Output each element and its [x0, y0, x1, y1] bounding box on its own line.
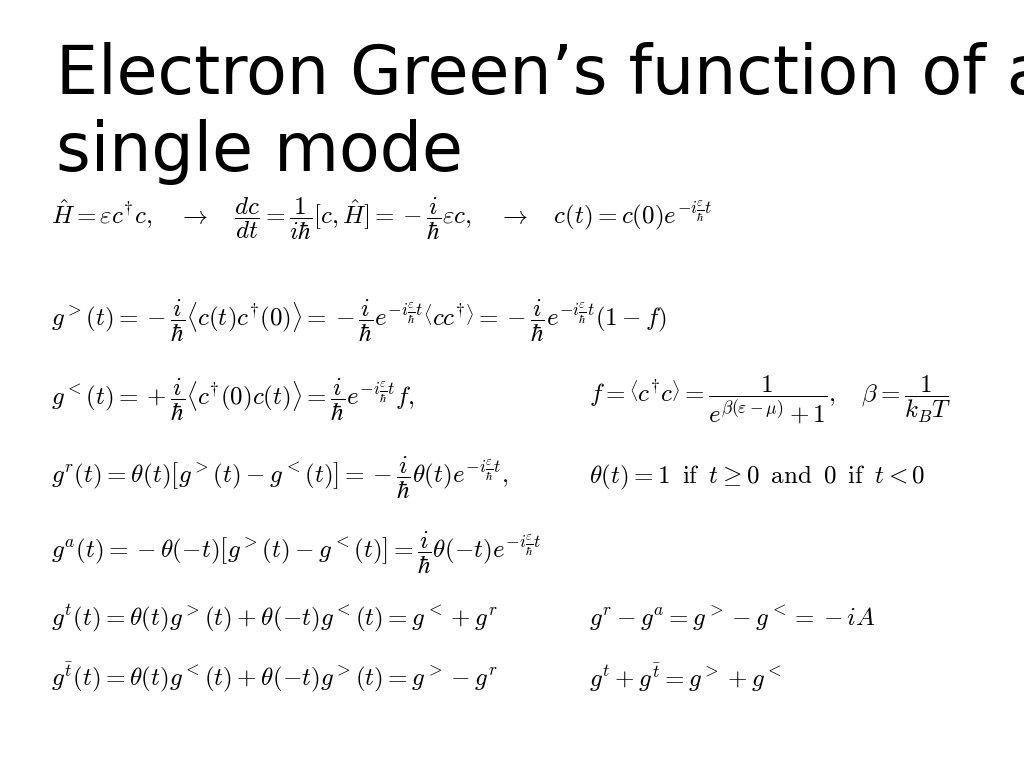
Text: $g^{>}(t) = -\dfrac{i}{\hbar}\left\langle c(t)c^{\dagger}(0)\right\rangle = -\df: $g^{>}(t) = -\dfrac{i}{\hbar}\left\langl… [51, 298, 667, 344]
Text: $g^{r}(t) = \theta(t)\left[g^{>}(t) - g^{<}(t)\right] = -\dfrac{i}{\hbar}\theta(: $g^{r}(t) = \theta(t)\left[g^{>}(t) - g^… [51, 455, 509, 501]
Text: $f = \left\langle c^{\dagger}c\right\rangle = \dfrac{1}{e^{\beta(\varepsilon-\mu: $f = \left\langle c^{\dagger}c\right\ran… [589, 373, 951, 425]
Text: $g^{r} - g^{a} = g^{>} - g^{<} = -iA$: $g^{r} - g^{a} = g^{>} - g^{<} = -iA$ [589, 604, 876, 633]
Text: $g^{t}(t) = \theta(t)g^{>}(t) + \theta(-t)g^{<}(t) = g^{<} + g^{r}$: $g^{t}(t) = \theta(t)g^{>}(t) + \theta(-… [51, 603, 498, 634]
Text: $g^{a}(t) = -\theta(-t)\left[g^{>}(t) - g^{<}(t)\right] = \dfrac{i}{\hbar}\theta: $g^{a}(t) = -\theta(-t)\left[g^{>}(t) - … [51, 530, 542, 576]
Text: Electron Green’s function of a: Electron Green’s function of a [56, 42, 1024, 108]
Text: $\theta(t) = 1 \;\; \mathrm{if} \;\; t \geq 0 \;\; \mathrm{and} \;\; 0 \;\; \mat: $\theta(t) = 1 \;\; \mathrm{if} \;\; t \… [589, 463, 925, 492]
Text: single mode: single mode [56, 119, 463, 185]
Text: $g^{t} + g^{\bar{t}} = g^{>} + g^{<}$: $g^{t} + g^{\bar{t}} = g^{>} + g^{<}$ [589, 661, 781, 694]
Text: $g^{<}(t) = +\dfrac{i}{\hbar}\left\langle c^{\dagger}(0)c(t)\right\rangle = \dfr: $g^{<}(t) = +\dfrac{i}{\hbar}\left\langl… [51, 376, 415, 422]
Text: $\hat{H} = \varepsilon c^{\dagger}c, \quad \rightarrow \quad \dfrac{dc}{dt} = \d: $\hat{H} = \varepsilon c^{\dagger}c, \qu… [51, 196, 713, 242]
Text: $g^{\bar{t}}(t) = \theta(t)g^{<}(t) + \theta(-t)g^{>}(t) = g^{>} - g^{r}$: $g^{\bar{t}}(t) = \theta(t)g^{<}(t) + \t… [51, 660, 498, 694]
